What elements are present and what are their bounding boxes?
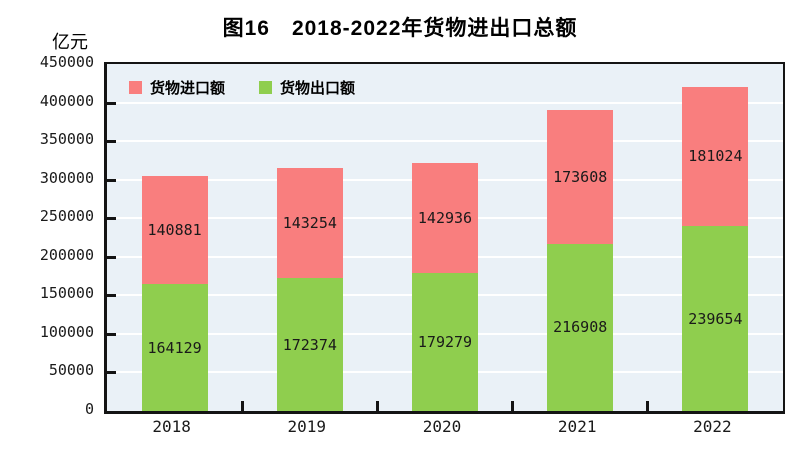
x-axis-category-label: 2018: [152, 417, 191, 436]
chart-title: 图16 2018-2022年货物进出口总额: [222, 17, 578, 40]
import-bar-segment: [547, 109, 614, 244]
import-bar-segment: [141, 175, 208, 285]
import-bar-segment: [682, 86, 749, 227]
bar-value-label: 181024: [688, 147, 743, 166]
y-axis-tick-label: 400000: [39, 91, 94, 110]
bar-value-label: 173608: [553, 167, 608, 186]
bar-value-label: 143254: [282, 213, 337, 232]
y-axis-tick: [107, 255, 116, 259]
x-axis-category-label: 2019: [287, 417, 327, 436]
legend-label: 货物出口额: [280, 80, 356, 97]
bar-value-label: 142936: [417, 208, 473, 227]
y-axis-tick-label: 250000: [39, 207, 94, 226]
legend-swatch: [259, 81, 273, 94]
y-axis-tick: [107, 140, 116, 144]
y-axis-tick-label: 300000: [39, 168, 94, 187]
export-bar-segment: [141, 284, 208, 411]
export-bar-segment: [547, 243, 614, 411]
legend: 货物进口额 货物出口额: [129, 77, 355, 98]
x-axis-category-label: 2022: [693, 417, 732, 436]
x-axis-tick: [511, 401, 515, 411]
bar-value-label: 179279: [417, 332, 473, 351]
y-axis-tick-label: 50000: [48, 361, 94, 380]
y-axis-tick-label: 200000: [39, 245, 94, 264]
bar-value-label: 140881: [147, 221, 202, 240]
export-bar-segment: [682, 226, 749, 411]
x-axis-tick: [240, 401, 244, 411]
x-axis-category-label: 2020: [422, 417, 462, 436]
y-axis-tick: [107, 101, 116, 105]
import-bar-segment: [412, 162, 478, 273]
x-axis-category-label: 2021: [557, 417, 597, 436]
y-axis-tick: [107, 217, 116, 221]
y-axis-unit-label: 亿元: [52, 32, 88, 52]
plot-area: 货物进口额 货物出口额 164129 140881 172374 143254 1792…: [104, 62, 785, 414]
y-axis-tick: [107, 294, 116, 298]
bar-value-label: 164129: [147, 338, 202, 357]
bar-value-label: 239654: [688, 309, 743, 328]
x-axis-tick: [646, 401, 650, 411]
y-axis-tick: [107, 332, 116, 336]
y-axis-tick-label: 350000: [39, 130, 94, 149]
gridline: [107, 140, 783, 143]
import-bar-segment: [276, 167, 343, 279]
gridline: [107, 101, 783, 104]
y-axis-tick-label: 0: [84, 400, 94, 418]
y-axis-tick: [107, 178, 116, 182]
export-bar-segment: [276, 278, 343, 411]
y-axis-tick-label: 100000: [39, 322, 94, 341]
legend-item-exports: 货物出口额: [259, 77, 355, 98]
legend-item-imports: 货物进口额: [129, 77, 225, 98]
legend-label: 货物进口额: [150, 80, 226, 97]
y-axis-tick-label: 150000: [39, 284, 94, 303]
legend-swatch: [129, 81, 142, 94]
y-axis-tick: [107, 371, 116, 375]
bar-value-label: 216908: [553, 318, 608, 337]
bar-value-label: 172374: [282, 335, 337, 354]
x-axis-tick: [375, 401, 379, 411]
export-bar-segment: [412, 272, 478, 411]
y-axis-tick-label: 450000: [39, 53, 94, 71]
